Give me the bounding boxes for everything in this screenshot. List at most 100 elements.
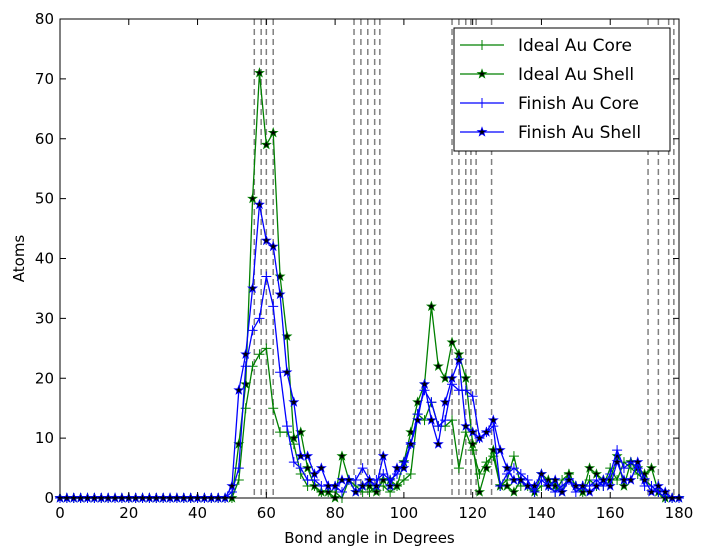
data-point xyxy=(309,475,320,486)
data-point xyxy=(577,480,589,491)
y-tick-label: 0 xyxy=(44,489,54,507)
data-point xyxy=(439,372,451,383)
data-point xyxy=(288,432,300,443)
data-point xyxy=(612,475,623,486)
legend-label: Ideal Au Core xyxy=(518,36,632,56)
data-point xyxy=(501,462,513,473)
data-point xyxy=(659,486,671,497)
data-point xyxy=(261,343,272,354)
data-point xyxy=(247,282,259,294)
legend-entry: Finish Au Shell xyxy=(460,123,641,143)
x-tick-label: 0 xyxy=(55,504,65,522)
data-point xyxy=(370,480,382,491)
data-point xyxy=(467,391,478,402)
legend-label: Ideal Au Shell xyxy=(518,65,634,85)
data-point xyxy=(336,487,347,498)
data-point xyxy=(495,481,506,492)
legend-box xyxy=(453,27,671,152)
data-point xyxy=(268,301,279,312)
data-point xyxy=(253,198,265,210)
axis-ticks: 0 20 40 60 80 100 120 140 160 180 0 10 20 30 40 50 60 70 8… xyxy=(35,10,693,522)
data-point xyxy=(343,474,355,485)
y-axis-label: Atoms xyxy=(10,235,28,283)
data-point xyxy=(302,462,314,473)
data-point xyxy=(508,463,519,474)
data-point xyxy=(556,486,568,497)
data-point xyxy=(515,474,527,485)
data-point xyxy=(240,348,252,359)
data-point xyxy=(584,486,596,497)
data-point xyxy=(632,463,643,474)
data-point xyxy=(281,366,293,377)
data-point xyxy=(432,438,444,449)
x-tick-label: 140 xyxy=(527,504,556,522)
y-tick-label: 80 xyxy=(35,10,54,28)
data-point xyxy=(550,487,561,498)
series-line xyxy=(60,276,679,499)
data-point xyxy=(240,361,251,372)
legend-entry: Ideal Au Core xyxy=(460,36,632,56)
data-point xyxy=(295,463,306,474)
data-point xyxy=(261,271,272,282)
data-point xyxy=(632,456,644,467)
data-point xyxy=(563,474,575,485)
y-tick-label: 70 xyxy=(35,70,54,88)
legend-entry: Finish Au Core xyxy=(460,94,639,114)
data-point xyxy=(308,480,320,491)
data-point xyxy=(288,457,299,468)
data-point xyxy=(377,450,389,461)
data-point xyxy=(460,372,472,383)
data-point xyxy=(267,126,279,138)
data-point xyxy=(364,474,375,485)
data-point xyxy=(653,487,664,498)
data-point xyxy=(474,432,486,443)
y-tick-label: 30 xyxy=(35,309,54,327)
x-tick-label: 160 xyxy=(596,504,625,522)
data-point xyxy=(453,463,464,474)
data-point xyxy=(378,469,389,480)
data-point xyxy=(467,438,479,449)
data-point xyxy=(254,313,265,324)
data-point xyxy=(398,475,409,486)
y-tick-label: 40 xyxy=(35,250,54,268)
data-point xyxy=(597,474,609,485)
data-point xyxy=(549,474,561,485)
data-point xyxy=(480,426,492,437)
legend-entry: Ideal Au Shell xyxy=(460,65,634,85)
x-tick-label: 60 xyxy=(257,504,276,522)
legend-marker xyxy=(477,40,487,50)
data-point xyxy=(425,414,437,425)
data-point xyxy=(364,487,375,498)
data-point xyxy=(487,414,499,425)
data-point xyxy=(384,480,396,491)
data-point xyxy=(226,480,238,491)
data-point xyxy=(604,480,616,491)
data-point xyxy=(329,480,341,491)
data-point xyxy=(308,468,320,479)
data-point xyxy=(460,420,472,431)
data-point xyxy=(253,67,265,78)
legend-label: Finish Au Core xyxy=(518,94,639,114)
data-point xyxy=(584,462,596,473)
data-point xyxy=(260,138,272,150)
data-point xyxy=(446,336,458,347)
data-point xyxy=(268,403,279,414)
data-point xyxy=(260,234,272,246)
data-point xyxy=(357,480,369,491)
data-point xyxy=(652,480,664,491)
data-point xyxy=(453,354,465,365)
data-point xyxy=(425,300,437,312)
data-point xyxy=(535,468,547,479)
x-tick-label: 100 xyxy=(390,504,419,522)
data-point xyxy=(315,462,327,473)
data-point xyxy=(474,469,485,480)
data-point xyxy=(254,349,265,360)
data-point xyxy=(419,415,430,426)
x-tick-label: 40 xyxy=(188,504,207,522)
data-point xyxy=(247,192,259,204)
data-point xyxy=(467,426,479,437)
data-point xyxy=(247,325,258,336)
data-point xyxy=(480,462,492,473)
data-point xyxy=(446,372,458,383)
